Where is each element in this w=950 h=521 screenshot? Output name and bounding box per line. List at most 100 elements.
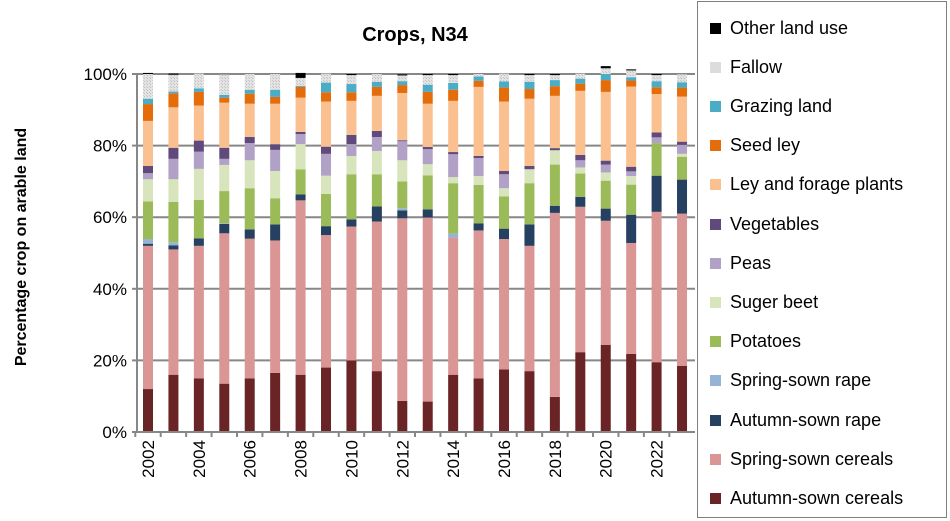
bar-segment-2017-1 [524,245,535,372]
bar-segment-2008-6 [295,134,306,145]
bar-segment-2005-6 [219,158,230,165]
y-tick-label: 20% [93,351,127,370]
bar-segment-2022-9 [651,87,662,95]
legend-swatch [710,61,721,73]
bar-segment-2015-9 [473,80,484,87]
bar-segment-2013-12 [422,74,433,76]
bar-segment-2012-5 [397,160,408,182]
x-tick-label: 2020 [597,440,616,478]
bar-segment-2012-8 [397,92,408,141]
legend-swatch [710,375,721,387]
bar-segment-2014-9 [448,89,459,101]
bar-segment-2002-11 [143,74,153,99]
bar-segment-2015-4 [473,184,484,224]
x-tick-label: 2016 [495,440,514,478]
bar-segment-2023-7 [677,141,688,145]
bar-segment-2021-9 [626,80,637,87]
bar-segment-2008-10 [295,85,306,87]
bar-segment-2003-3 [168,242,179,246]
legend-swatch [710,492,721,504]
bar-segment-2007-1 [270,240,281,373]
bar-segment-2019-2 [575,196,586,207]
x-tick-label: 2010 [342,440,361,478]
bar-segment-2013-1 [422,217,433,402]
bar-segment-2017-2 [524,224,535,246]
legend-label: Potatoes [730,331,802,352]
bar-segment-2002-2 [143,243,153,246]
bar-segment-2018-1 [549,212,560,397]
bar-segment-2009-4 [321,193,332,227]
bar-segment-2006-2 [244,229,255,239]
bar-segment-2019-4 [575,173,586,197]
bar-segment-2004-2 [193,238,204,246]
bar-segment-2020-4 [600,180,611,209]
bar-segment-2018-11 [549,75,560,81]
bar-segment-2002-3 [143,239,153,244]
bar-segment-2016-6 [499,174,510,189]
bar-segment-2018-4 [549,164,560,206]
legend-label: Autumn-sown cereals [730,487,904,508]
bar-segment-2019-11 [575,73,586,79]
bar-segment-2011-7 [371,130,382,138]
legend-swatch [710,140,721,152]
bar-segment-2010-0 [346,360,357,432]
bar-segment-2005-3 [219,223,230,225]
bar-segment-2015-0 [473,378,484,432]
bar-segment-2019-9 [575,83,586,91]
y-tick-label: 80% [93,137,127,156]
bar-segment-2021-6 [626,171,637,177]
y-tick-label: 0% [102,423,127,442]
bar-segment-2010-2 [346,219,357,227]
bar-segment-2017-4 [524,183,535,225]
bar-segment-2011-11 [371,74,382,82]
bar-segment-2022-12 [651,74,662,76]
bar-segment-2008-1 [295,200,306,375]
legend-item: Peas [710,252,771,274]
bar-segment-2012-9 [397,85,408,93]
bar-segment-2013-4 [422,175,433,210]
bar-segment-2017-5 [524,169,535,184]
bar-segment-2012-7 [397,140,408,142]
legend-item: Spring-sown rape [710,370,871,392]
bar-segment-2004-5 [193,168,204,201]
bar-segment-2019-0 [575,352,586,432]
bar-segment-2002-9 [143,104,153,121]
legend-swatch [710,336,721,348]
bar-segment-2003-7 [168,147,179,159]
bar-segment-2016-8 [499,101,510,172]
bar-segment-2022-7 [651,132,662,138]
legend-swatch [710,257,721,269]
x-tick-label: 2012 [393,440,412,478]
bar-segment-2014-8 [448,100,459,153]
bar-segment-2003-4 [168,201,179,243]
bar-segment-2008-5 [295,144,306,170]
legend-item: Autumn-sown cereals [710,487,903,509]
bar-segment-2012-11 [397,75,408,82]
bar-segment-2015-5 [473,176,484,185]
bar-segment-2002-10 [143,98,153,105]
bar-segment-2022-10 [651,81,662,88]
bar-segment-2008-7 [295,131,306,135]
legend-label: Vegetables [730,213,820,234]
bar-segment-2011-8 [371,95,382,131]
bar-segment-2007-9 [270,96,281,104]
bar-segment-2005-2 [219,224,230,234]
bar-segment-2011-2 [371,206,382,222]
bar-segment-2017-10 [524,81,535,90]
bar-segment-2008-9 [295,86,306,98]
bar-segment-2022-1 [651,211,662,363]
bar-segment-2010-8 [346,100,357,135]
bar-segment-2010-12 [346,74,357,76]
x-tick-label: 2002 [139,440,158,478]
legend-label: Other land use [730,17,849,38]
bar-segment-2016-11 [499,73,510,82]
bar-segment-2020-10 [600,74,611,81]
bar-segment-2020-1 [600,220,611,346]
bar-segment-2008-12 [295,72,306,78]
bar-segment-2014-7 [448,152,459,155]
bar-segment-2017-11 [524,75,535,82]
bar-segment-2020-11 [600,68,611,74]
legend-item: Ley and forage plants [710,174,903,196]
bar-segment-2003-12 [168,73,179,75]
